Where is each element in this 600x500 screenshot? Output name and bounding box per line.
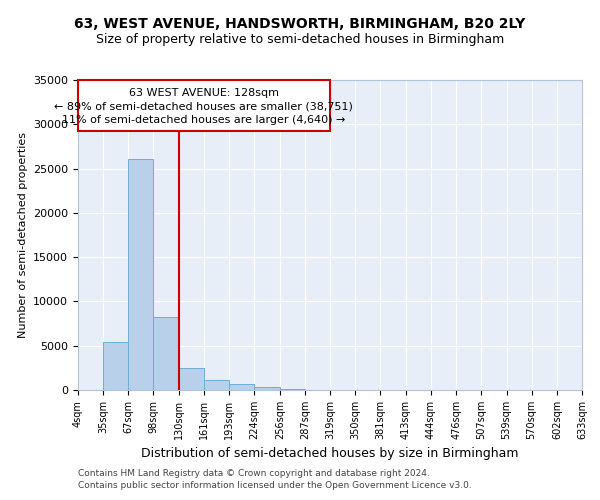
- Bar: [128, 159, 154, 390]
- Bar: [103, 342, 128, 390]
- Bar: [154, 318, 179, 390]
- Text: Contains public sector information licensed under the Open Government Licence v3: Contains public sector information licen…: [78, 481, 472, 490]
- Y-axis label: Number of semi-detached properties: Number of semi-detached properties: [17, 132, 28, 338]
- Bar: [229, 384, 254, 390]
- Bar: [179, 368, 204, 390]
- Text: 63, WEST AVENUE, HANDSWORTH, BIRMINGHAM, B20 2LY: 63, WEST AVENUE, HANDSWORTH, BIRMINGHAM,…: [74, 18, 526, 32]
- Text: 63 WEST AVENUE: 128sqm: 63 WEST AVENUE: 128sqm: [129, 88, 279, 98]
- Bar: [204, 380, 229, 390]
- Text: ← 89% of semi-detached houses are smaller (38,751): ← 89% of semi-detached houses are smalle…: [55, 102, 353, 112]
- Text: 11% of semi-detached houses are larger (4,640) →: 11% of semi-detached houses are larger (…: [62, 115, 346, 125]
- Bar: [280, 388, 305, 390]
- Bar: [254, 388, 280, 390]
- X-axis label: Distribution of semi-detached houses by size in Birmingham: Distribution of semi-detached houses by …: [141, 448, 519, 460]
- Text: Size of property relative to semi-detached houses in Birmingham: Size of property relative to semi-detach…: [96, 32, 504, 46]
- FancyBboxPatch shape: [78, 80, 329, 132]
- Text: Contains HM Land Registry data © Crown copyright and database right 2024.: Contains HM Land Registry data © Crown c…: [78, 468, 430, 477]
